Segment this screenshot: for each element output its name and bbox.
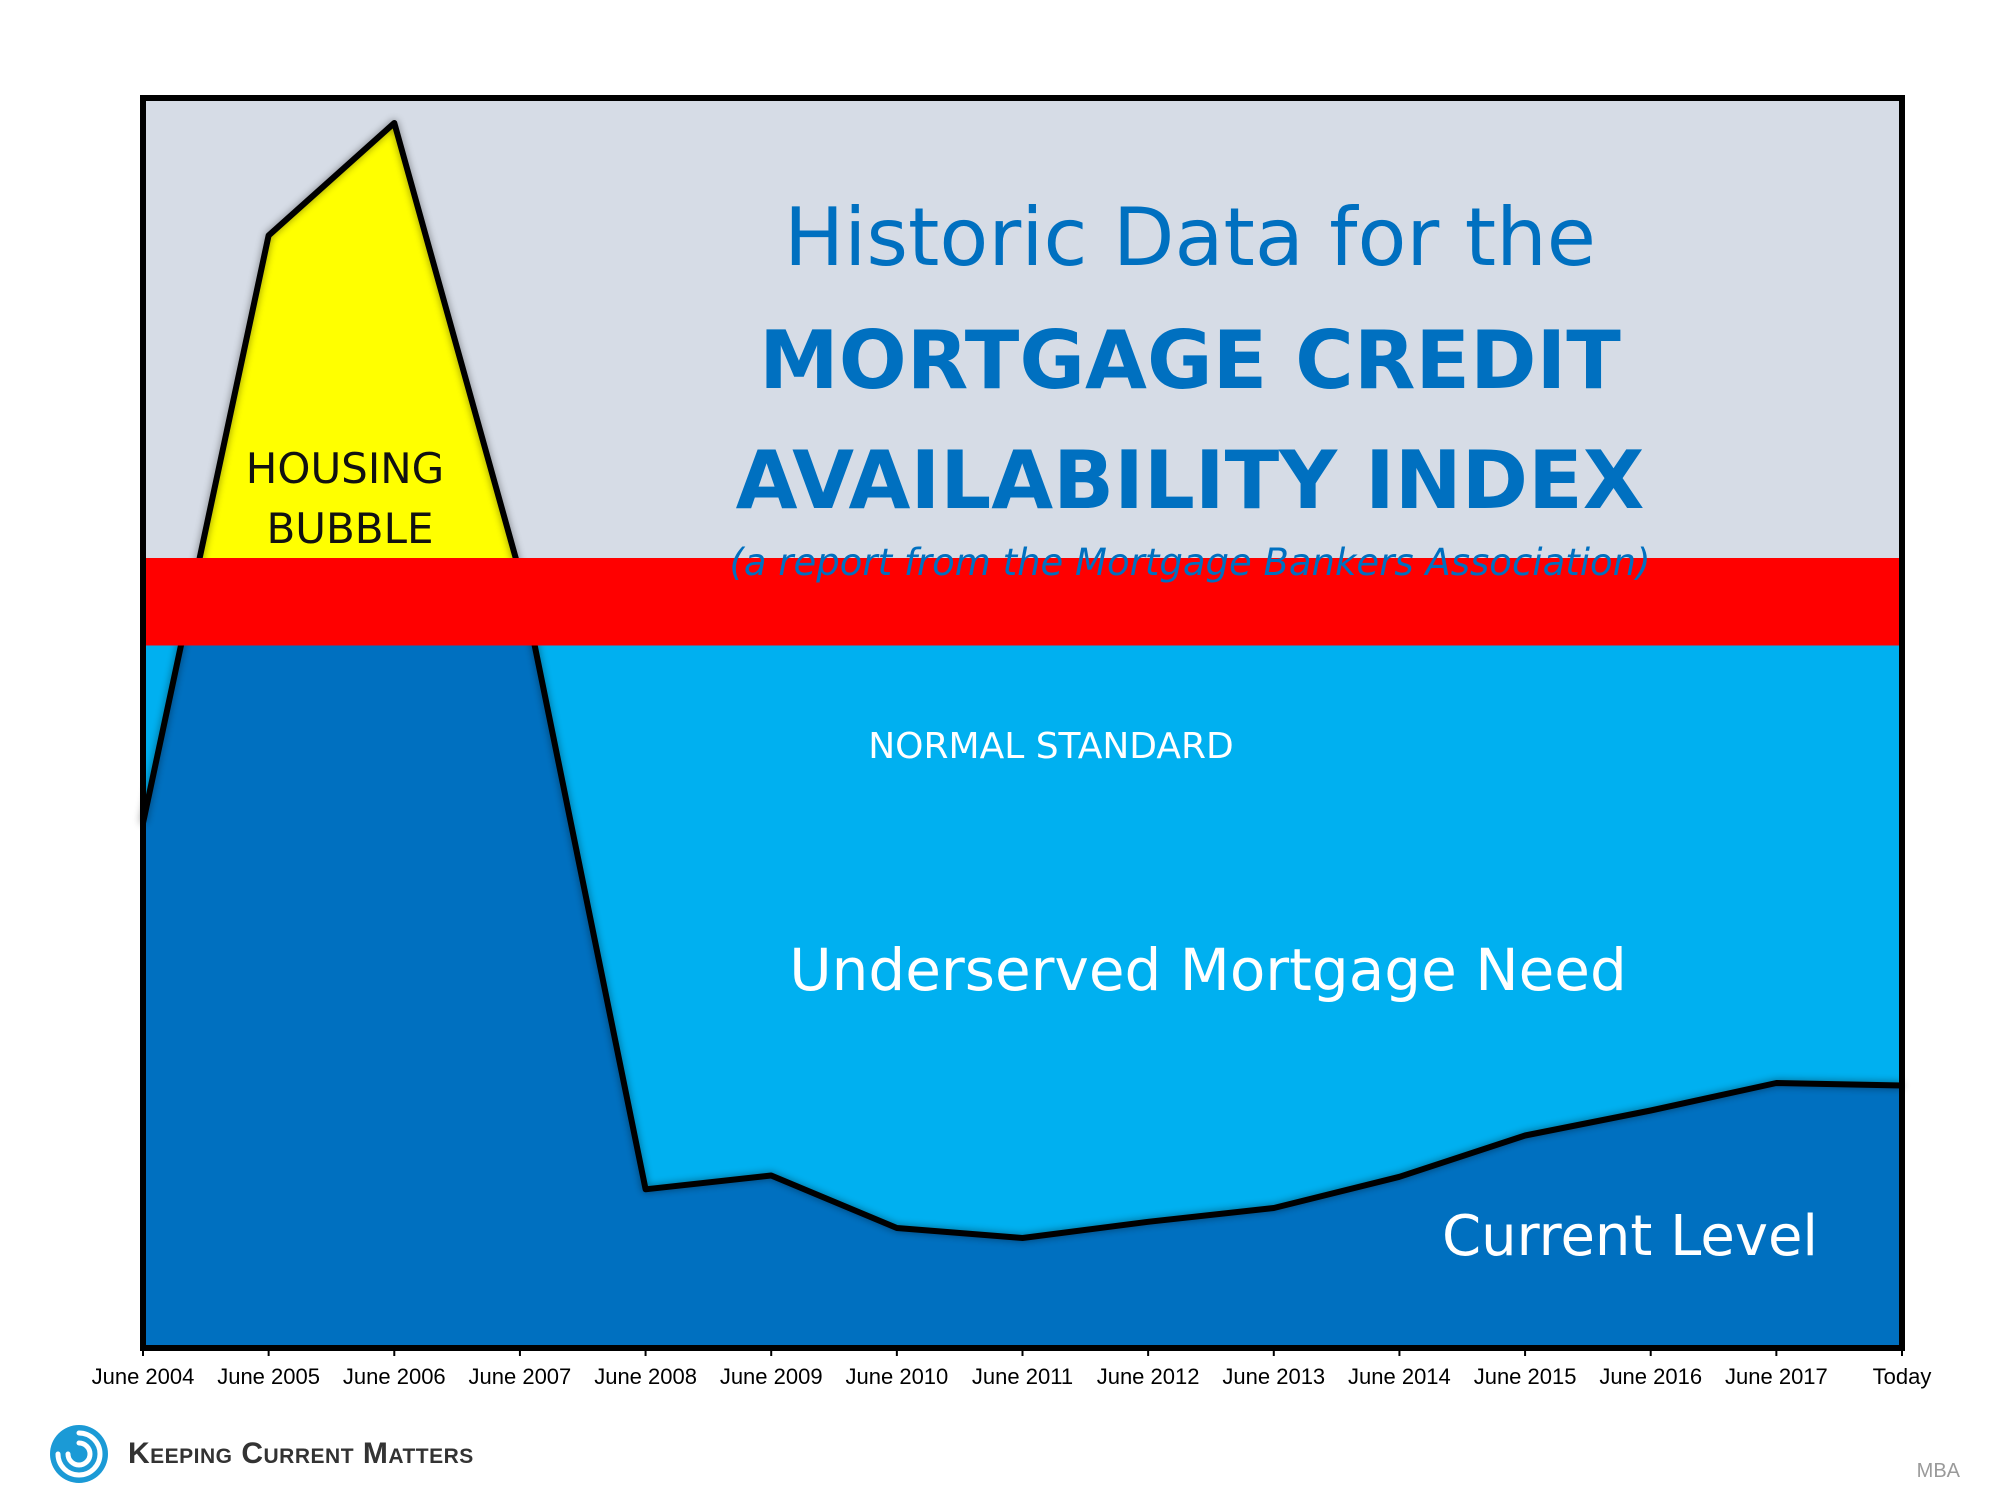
- underserved-label: Underserved Mortgage Need: [789, 936, 1627, 1004]
- x-tick-label: June 2008: [594, 1364, 697, 1389]
- current-level-label: Current Level: [1442, 1204, 1818, 1269]
- normal-standard-label: NORMAL STANDARD: [868, 726, 1234, 767]
- x-tick-label: June 2016: [1599, 1364, 1702, 1389]
- x-tick-label: June 2009: [720, 1364, 823, 1389]
- current-level-area: [143, 645, 1902, 1348]
- bubble-label-line1: HOUSING: [246, 444, 444, 493]
- chart-title-line2: MORTGAGE CREDIT: [759, 314, 1621, 407]
- x-tick-label: June 2011: [972, 1364, 1073, 1389]
- x-tick-label: June 2006: [343, 1364, 446, 1389]
- normal-standard-band: [143, 558, 1902, 646]
- chart-title-line3: AVAILABILITY INDEX: [736, 434, 1645, 527]
- brand-logo: Keeping Current Matters: [48, 1422, 474, 1486]
- x-tick-label: June 2013: [1222, 1364, 1325, 1389]
- x-tick-label: Today: [1873, 1364, 1932, 1389]
- series-line: [140, 120, 1903, 1241]
- x-tick-label: June 2015: [1474, 1364, 1577, 1389]
- chart-subtitle: (a report from the Mortgage Bankers Asso…: [729, 541, 1650, 584]
- x-tick-label: June 2010: [846, 1364, 949, 1389]
- swirl-icon: [50, 1425, 108, 1483]
- x-tick-label: June 2014: [1348, 1364, 1451, 1389]
- chart-title-line1: Historic Data for the: [784, 191, 1596, 284]
- x-tick-label: June 2007: [469, 1364, 572, 1389]
- x-tick-label: June 2012: [1097, 1364, 1200, 1389]
- logo-text: Keeping Current Matters: [128, 1437, 474, 1470]
- x-tick-label: June 2017: [1725, 1364, 1828, 1389]
- x-tick-label: June 2005: [217, 1364, 320, 1389]
- bubble-label-line2: BUBBLE: [266, 504, 433, 553]
- x-tick-label: June 2004: [92, 1364, 195, 1389]
- source-label: MBA: [1916, 1460, 1960, 1482]
- housing-bubble-area: [199, 123, 516, 558]
